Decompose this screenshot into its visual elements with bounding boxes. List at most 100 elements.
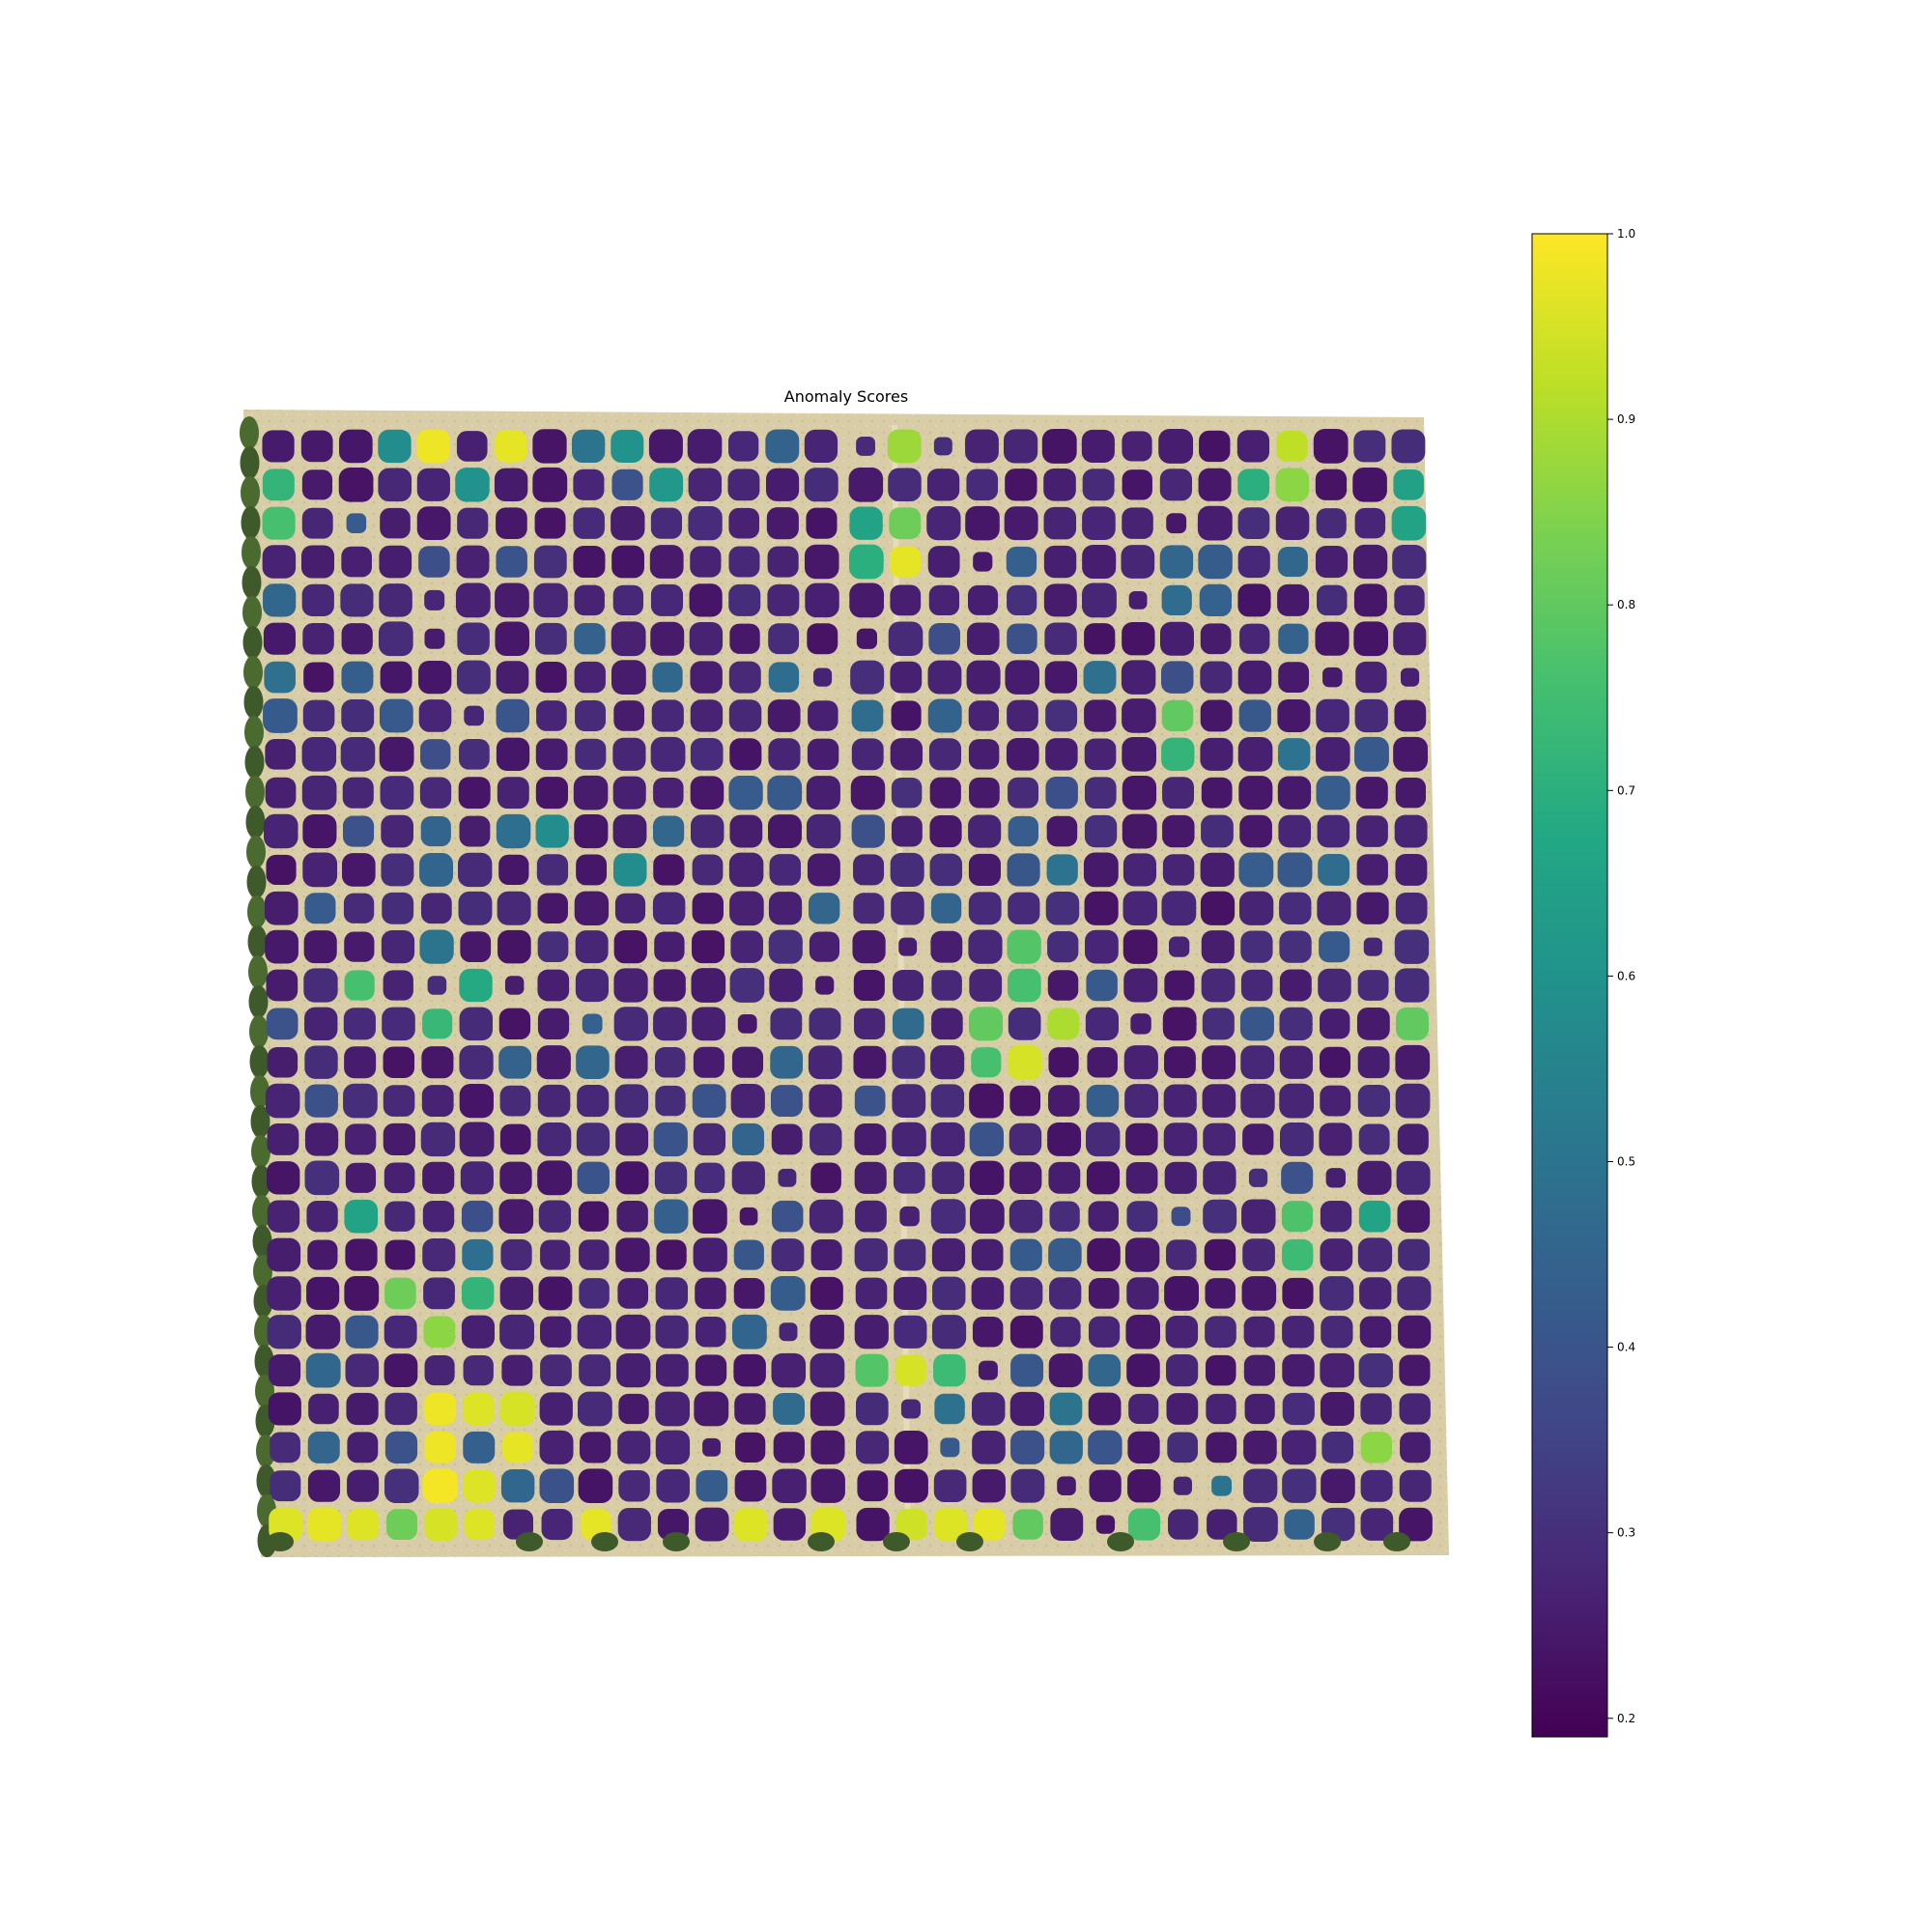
tree-cell <box>1248 1168 1268 1187</box>
tree-cell <box>810 1276 843 1310</box>
tree-cell <box>1356 892 1389 924</box>
tree-cell <box>931 970 962 1001</box>
tree-cell <box>767 546 799 578</box>
tree-cell <box>304 893 336 924</box>
tree-cell <box>653 969 686 1002</box>
tree-cell <box>728 431 759 462</box>
tree-cell <box>928 584 960 616</box>
tree-cell <box>1399 1393 1431 1425</box>
tree-cell <box>1128 1508 1161 1541</box>
tree-cell <box>1128 1393 1159 1425</box>
tree-cell <box>930 1122 965 1157</box>
tree-cell <box>969 777 1000 809</box>
tree-cell <box>1238 776 1273 810</box>
tree-cell <box>891 892 924 925</box>
tree-cell <box>887 429 922 464</box>
tree-cell <box>1395 892 1428 924</box>
tree-cell <box>419 929 454 964</box>
tree-cell <box>421 1046 454 1079</box>
tree-cell <box>848 468 884 502</box>
tree-cell <box>537 1160 573 1196</box>
tree-cell <box>1354 507 1386 539</box>
tree-cell <box>651 699 684 732</box>
tree-cell <box>1006 546 1037 578</box>
tree-cell <box>456 660 491 695</box>
tree-cell <box>1357 970 1389 1001</box>
tree-cell <box>1202 1045 1236 1080</box>
tree-cell <box>695 1162 725 1193</box>
tree-cell <box>302 852 338 888</box>
tree-cell <box>421 1085 454 1117</box>
tree-cell <box>927 698 962 733</box>
tree-cell <box>1162 854 1195 886</box>
tree-cell <box>967 622 1000 655</box>
tree-cell <box>1277 546 1308 578</box>
tree-cell <box>692 854 724 886</box>
tree-cell <box>1202 1084 1236 1118</box>
tree-cell <box>1199 430 1231 463</box>
tree-cell <box>1357 1237 1393 1272</box>
tree-cell <box>731 1314 767 1350</box>
tree-cell <box>728 661 761 694</box>
tree-cell <box>424 628 445 649</box>
tree-cell <box>1009 1277 1043 1310</box>
tree-cell <box>1082 544 1117 580</box>
tree-cell <box>849 544 884 580</box>
hedge-shrub <box>243 656 263 689</box>
tree-cell <box>344 1199 379 1234</box>
tree-cell <box>930 930 963 963</box>
tree-cell <box>1363 937 1382 956</box>
tree-cell <box>1393 622 1427 656</box>
tree-cell <box>1358 1200 1391 1233</box>
tree-cell <box>731 1161 765 1195</box>
tree-cell <box>1318 853 1350 886</box>
tree-cell <box>856 628 878 649</box>
tree-cell <box>1352 544 1388 580</box>
tree-cell <box>495 582 529 618</box>
tree-cell <box>900 1399 921 1419</box>
tree-cell <box>1201 777 1233 809</box>
tree-cell <box>1394 699 1427 732</box>
tree-cell <box>854 1008 886 1039</box>
tree-cell <box>1400 1432 1431 1463</box>
tree-cell <box>1122 507 1153 539</box>
tree-cell <box>499 1161 532 1194</box>
tree-cell <box>458 777 491 810</box>
tree-cell <box>263 622 296 655</box>
tree-cell <box>1244 1393 1275 1425</box>
tree-cell <box>613 929 647 964</box>
tree-cell <box>304 1045 338 1079</box>
tree-cell <box>504 976 525 995</box>
tree-cell <box>1088 1392 1122 1426</box>
tree-cell <box>537 1084 571 1118</box>
tree-cell <box>496 546 527 578</box>
tree-cell <box>618 1393 649 1425</box>
tree-cell <box>1395 1083 1431 1119</box>
tree-cell <box>1166 1239 1197 1270</box>
tree-cell <box>1160 621 1194 656</box>
tree-cell <box>695 1354 727 1386</box>
tree-cell <box>1352 467 1387 502</box>
tree-cell <box>612 584 643 616</box>
tree-cell <box>730 1083 765 1119</box>
tree-cell <box>575 930 609 964</box>
tree-cell <box>728 546 760 578</box>
tree-cell <box>889 507 922 540</box>
tree-cell <box>656 1468 690 1503</box>
tree-cell <box>895 1354 926 1386</box>
tree-cell <box>891 700 922 731</box>
tree-cell <box>767 583 800 616</box>
tree-cell <box>1004 506 1038 541</box>
tree-cell <box>498 1008 531 1040</box>
tree-cell <box>343 893 375 923</box>
tree-cell <box>1122 813 1157 849</box>
tree-cell <box>1206 1393 1236 1425</box>
tree-cell <box>1045 892 1080 925</box>
tree-cell <box>1201 930 1235 964</box>
tree-cell <box>573 546 606 579</box>
tree-cell <box>810 1162 841 1194</box>
tree-cell <box>733 1353 766 1387</box>
tree-cell <box>578 1468 613 1504</box>
bottom-shrub-row <box>267 1532 1410 1551</box>
tree-cell <box>769 968 803 1003</box>
